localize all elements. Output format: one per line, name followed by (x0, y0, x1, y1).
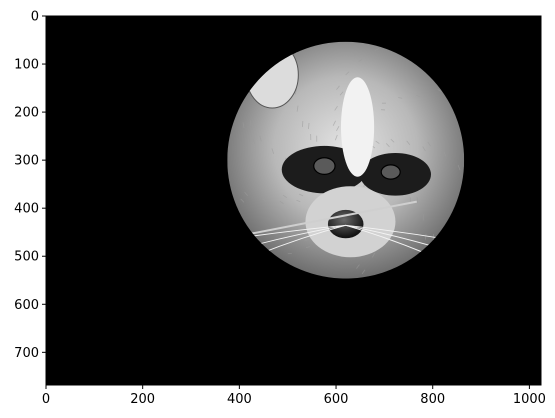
y-tick-label: 400 (14, 202, 39, 217)
x-tick-label: 400 (227, 392, 252, 407)
grass-blade (233, 200, 417, 239)
y-tick-label: 300 (14, 154, 39, 169)
y-tick-label: 100 (14, 58, 39, 73)
y-tick-label: 700 (14, 346, 39, 361)
y-tick-label: 600 (14, 298, 39, 313)
x-tick-label: 0 (42, 392, 50, 407)
x-tick-label: 200 (130, 392, 155, 407)
y-tick-label: 0 (31, 10, 39, 25)
forehead-stripe (340, 77, 375, 177)
x-axis: 0 200 400 600 800 1000 (42, 385, 546, 407)
right-eye (380, 164, 401, 180)
y-tick-label: 200 (14, 106, 39, 121)
raccoon-photo (227, 41, 465, 279)
left-eye (313, 157, 336, 175)
axes-frame (45, 15, 542, 386)
y-tick-label: 500 (14, 250, 39, 265)
plot-area (46, 16, 541, 385)
x-tick-label: 1000 (513, 392, 546, 407)
x-tick-label: 600 (324, 392, 349, 407)
x-tick-label: 800 (420, 392, 445, 407)
y-axis: 0 100 200 300 400 500 600 700 (14, 10, 46, 361)
nose (327, 209, 364, 239)
